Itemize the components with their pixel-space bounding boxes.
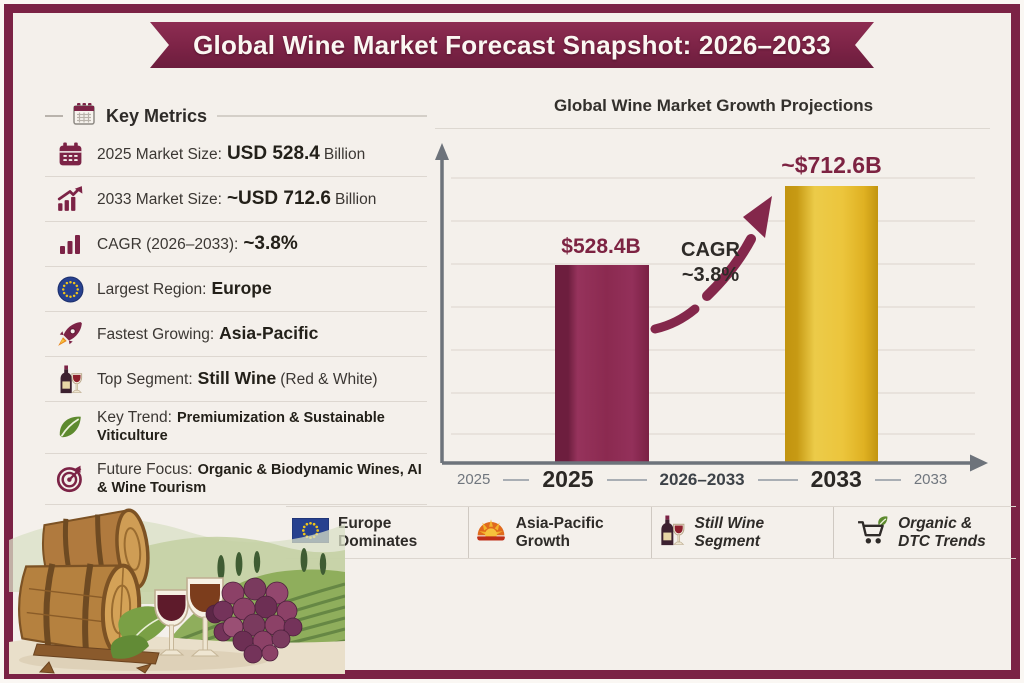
axis-tick-dash bbox=[874, 478, 901, 481]
axis-tick-dash bbox=[503, 478, 530, 481]
metric-label: Future Focus: bbox=[97, 460, 193, 478]
cagr-annotation-line1: CAGR bbox=[681, 239, 740, 261]
metric-row-largest-region: Largest Region: Europe bbox=[45, 267, 427, 312]
metric-value: Europe bbox=[211, 278, 272, 299]
axis-tick-dash bbox=[606, 478, 647, 481]
page-title: Global Wine Market Forecast Snapshot: 20… bbox=[193, 29, 831, 60]
metric-row-cagr: CAGR (2026–2033): ~3.8% bbox=[45, 222, 427, 267]
badge-still-wine-segment: Still Wine Segment bbox=[650, 507, 834, 558]
x-tick-2033-small: 2033 bbox=[913, 471, 948, 488]
target-icon bbox=[53, 464, 87, 494]
chart-axes bbox=[435, 143, 988, 472]
bar-chart-plot bbox=[435, 143, 988, 472]
badge-label: Still Wine Segment bbox=[694, 515, 765, 550]
metric-row-top-segment: Top Segment: Still Wine (Red & White) bbox=[45, 357, 427, 402]
key-metrics-title: Key Metrics bbox=[106, 105, 208, 126]
metric-suffix: (Red & White) bbox=[280, 371, 378, 389]
metric-label: CAGR (2026–2033): bbox=[97, 235, 239, 253]
metric-label: Largest Region: bbox=[97, 281, 207, 299]
eu-flag-icon bbox=[53, 274, 87, 304]
metric-label: Key Trend: bbox=[97, 409, 172, 426]
chart-gridlines bbox=[451, 177, 975, 435]
metric-row-2033-market-size: 2033 Market Size: ~USD 712.6 Billion bbox=[45, 177, 427, 222]
metric-row-fastest-growing: Fastest Growing: Asia-Pacific bbox=[45, 312, 427, 357]
axis-tick-dash bbox=[757, 478, 798, 481]
x-tick-2025-bold: 2025 bbox=[542, 466, 594, 492]
badge-label: Organic & DTC Trends bbox=[898, 515, 986, 550]
badge-label: Asia-Pacific Growth bbox=[515, 515, 604, 550]
header-dash bbox=[45, 115, 63, 117]
badge-organic-dtc-trends: Organic & DTC Trends bbox=[833, 507, 1016, 558]
metric-row-future-focus: Future Focus: Organic & Biodynamic Wines,… bbox=[45, 454, 427, 506]
calendar-icon bbox=[71, 101, 97, 132]
metric-row-key-trend: Key Trend: Premiumization & Sustainable V… bbox=[45, 402, 427, 454]
growth-projections-chart: Global Wine Market Growth Projections bbox=[435, 96, 992, 508]
rising-sun-icon bbox=[475, 514, 507, 551]
wine-glass-red bbox=[154, 589, 189, 656]
metric-row-2025-market-size: 2025 Market Size: USD 528.4 Billion bbox=[45, 132, 427, 177]
metric-value: ~USD 712.6 bbox=[226, 187, 331, 209]
metric-value: ~3.8% bbox=[243, 232, 298, 254]
metric-label: Top Segment: bbox=[97, 371, 193, 389]
bar-2025 bbox=[555, 265, 649, 463]
metric-value: Asia-Pacific bbox=[219, 323, 319, 344]
rocket-icon bbox=[53, 319, 87, 349]
x-tick-range: 2026–2033 bbox=[659, 469, 745, 489]
bar-2025-value-label: $528.4B bbox=[561, 235, 641, 258]
x-tick-2025-small: 2025 bbox=[457, 471, 491, 488]
cagr-annotation-line2: ~3.8% bbox=[681, 264, 740, 286]
key-metrics-panel: Key Metrics 2025 Market Size: USD 528.4 Bi… bbox=[45, 100, 427, 506]
bar-2033-value-label: ~$712.6B bbox=[781, 152, 882, 178]
chart-title: Global Wine Market Growth Projections bbox=[553, 96, 874, 115]
cagr-annotation: CAGR ~3.8% bbox=[648, 238, 773, 288]
calendar-icon bbox=[53, 139, 87, 169]
metric-value: Premiumization & Sustainable Viticulture bbox=[97, 410, 385, 445]
key-metrics-header: Key Metrics bbox=[45, 100, 427, 132]
highlight-badges-strip: Europe Dominates Asia-Pacific Growth bbox=[286, 506, 1016, 559]
leaf-icon bbox=[53, 412, 87, 442]
cagr-arrow-icon bbox=[650, 196, 772, 334]
badge-asia-pacific-growth: Asia-Pacific Growth bbox=[467, 507, 651, 558]
x-axis-labels: 2025 2025 2026–2033 2033 2033 bbox=[457, 466, 977, 493]
metric-value: USD 528.4 bbox=[226, 142, 320, 164]
metric-value: Still Wine bbox=[197, 368, 277, 389]
cart-leaf-icon bbox=[856, 515, 889, 551]
vineyard-illustration bbox=[9, 508, 345, 674]
metric-label: 2033 Market Size: bbox=[97, 190, 222, 208]
bar-2033 bbox=[785, 186, 878, 463]
metric-label: 2025 Market Size: bbox=[97, 145, 222, 163]
metric-suffix: Billion bbox=[323, 145, 366, 163]
chart-title-rule bbox=[435, 128, 990, 129]
grape-cluster bbox=[205, 577, 303, 664]
wine-bottle-glass-icon bbox=[658, 515, 686, 551]
metric-value: Organic & Biodynamic Wines, AI & Wine To… bbox=[97, 461, 422, 496]
metric-suffix: Billion bbox=[334, 190, 377, 208]
badge-label: Europe Dominates bbox=[338, 515, 418, 550]
growth-chart-icon bbox=[53, 184, 87, 214]
x-tick-2033-bold: 2033 bbox=[810, 466, 862, 492]
header-rule bbox=[217, 115, 427, 117]
wine-bottle-glass-icon bbox=[53, 364, 87, 394]
metric-label: Fastest Growing: bbox=[97, 326, 215, 344]
bar-chart-icon bbox=[53, 229, 87, 259]
title-ribbon: Global Wine Market Forecast Snapshot: 20… bbox=[150, 22, 874, 68]
